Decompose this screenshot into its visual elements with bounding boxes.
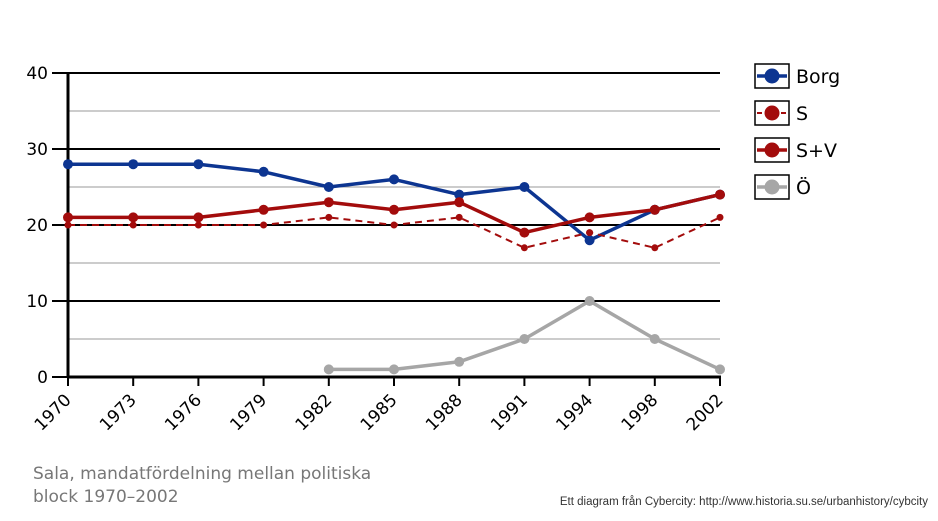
x-tick-label: 1991 <box>487 390 532 435</box>
data-point <box>63 212 73 223</box>
legend-entry: Borg <box>754 63 840 89</box>
x-tick-label: 2002 <box>683 390 728 435</box>
data-point <box>64 221 72 229</box>
data-point <box>651 244 659 252</box>
x-tick-label: 1985 <box>357 390 402 435</box>
data-point <box>715 189 725 200</box>
series-1 <box>63 159 725 246</box>
y-axis-ticks: 0 10 20 30 40 <box>26 64 68 388</box>
legend-swatch-marker <box>764 105 780 121</box>
data-point <box>258 204 269 215</box>
data-point <box>129 221 137 229</box>
data-point <box>519 334 530 344</box>
data-point <box>716 213 724 221</box>
data-point <box>390 221 398 229</box>
legend-swatch-marker <box>764 68 780 84</box>
data-point <box>520 244 528 252</box>
data-point <box>194 221 202 229</box>
data-point <box>258 166 269 177</box>
credit-text: Ett diagram från Cybercity: http://www.h… <box>559 496 928 508</box>
series-4 <box>323 296 725 375</box>
y-tick-label: 0 <box>37 368 48 388</box>
legend-entry: Ö <box>754 174 811 200</box>
caption-line-1: Sala, mandatfördelning mellan politiska <box>33 464 372 484</box>
series-group <box>63 159 725 375</box>
data-point <box>715 364 725 375</box>
data-point <box>584 235 595 246</box>
legend-entry: S <box>754 100 808 126</box>
legend-swatch-marker <box>764 142 780 158</box>
data-point <box>455 213 463 221</box>
data-point <box>193 159 204 170</box>
x-tick-label: 1979 <box>226 390 271 435</box>
x-tick-label: 1988 <box>422 390 467 435</box>
x-tick-label: 1982 <box>292 390 337 435</box>
legend-swatch-marker <box>764 179 780 195</box>
data-point <box>323 364 334 375</box>
y-tick-label: 40 <box>26 64 48 84</box>
x-tick-label: 1994 <box>552 390 597 435</box>
legend: Borg S S+V Ö <box>754 63 840 200</box>
data-point <box>323 182 334 192</box>
legend-label: Ö <box>796 176 811 199</box>
legend-label: Borg <box>796 66 840 88</box>
data-point <box>128 159 139 170</box>
data-point <box>323 197 334 208</box>
data-point <box>584 212 595 223</box>
y-tick-label: 20 <box>26 216 48 236</box>
data-point <box>649 334 660 344</box>
data-point <box>649 204 660 215</box>
legend-label: S+V <box>796 140 837 162</box>
data-point <box>193 212 204 223</box>
data-point <box>519 227 530 238</box>
series-2 <box>64 213 724 252</box>
chart-caption: Sala, mandatfördelning mellan politiska … <box>33 463 433 509</box>
data-point <box>128 212 139 223</box>
data-point <box>389 204 399 215</box>
data-point <box>260 221 268 229</box>
y-tick-label: 30 <box>26 140 48 160</box>
legend-entry: S+V <box>754 137 837 163</box>
data-point <box>389 174 399 185</box>
data-point <box>454 356 465 367</box>
x-tick-label: 1998 <box>618 390 663 435</box>
x-tick-label: 1970 <box>31 390 76 435</box>
y-tick-label: 10 <box>26 292 48 312</box>
data-point <box>454 197 465 208</box>
data-point <box>586 229 594 237</box>
caption-line-2: block 1970–2002 <box>33 487 179 507</box>
data-point <box>454 189 465 200</box>
x-axis-ticks: 1970 1973 1976 1979 1982 1985 1988 1991 1994 1998… <box>31 377 728 435</box>
data-point <box>389 364 399 375</box>
x-tick-label: 1976 <box>161 390 206 435</box>
data-point <box>63 159 73 170</box>
series-3 <box>63 189 725 238</box>
data-point <box>519 182 530 192</box>
x-tick-label: 1973 <box>96 390 141 435</box>
legend-label: S <box>796 103 808 125</box>
data-point <box>325 213 333 221</box>
data-point <box>584 296 595 306</box>
